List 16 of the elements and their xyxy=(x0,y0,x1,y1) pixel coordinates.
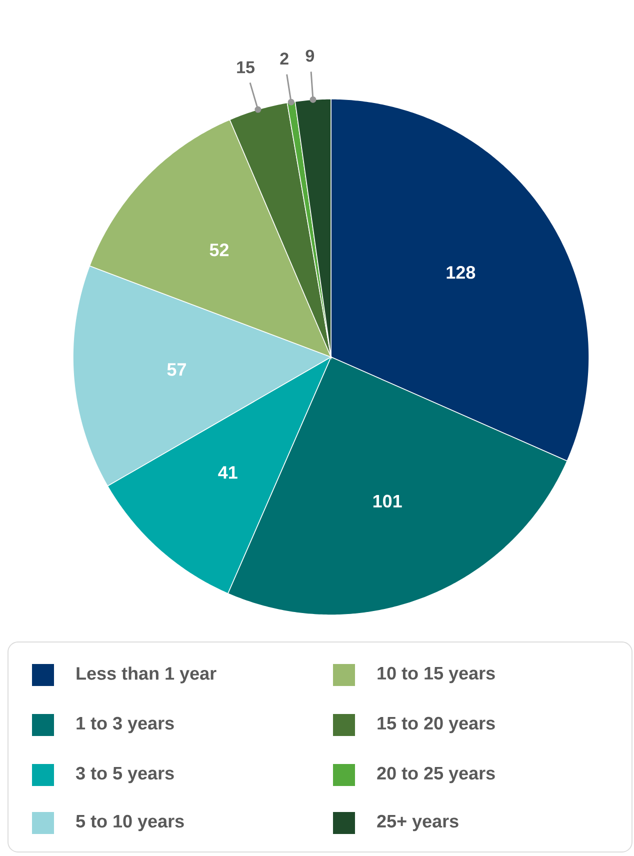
legend-label: 20 to 25 years xyxy=(377,766,495,784)
data-label: 57 xyxy=(167,363,186,376)
legend-label: 25+ years xyxy=(377,814,458,832)
legend-label: 3 to 5 years xyxy=(76,766,174,784)
legend-label: 15 to 20 years xyxy=(378,716,495,734)
data-label: 15 xyxy=(237,61,254,74)
legend-label: 5 to 10 years xyxy=(76,814,184,832)
legend-label: 1 to 3 years xyxy=(76,716,174,734)
legend-label: Less than 1 year xyxy=(76,666,216,684)
data-label: 2 xyxy=(280,52,288,65)
data-label: 128 xyxy=(446,266,476,279)
legend-label: 10 to 15 years xyxy=(378,666,495,684)
data-label: 41 xyxy=(218,466,238,479)
data-label: 9 xyxy=(306,50,314,62)
data-label: 52 xyxy=(210,244,229,256)
data-label: 101 xyxy=(373,494,402,508)
